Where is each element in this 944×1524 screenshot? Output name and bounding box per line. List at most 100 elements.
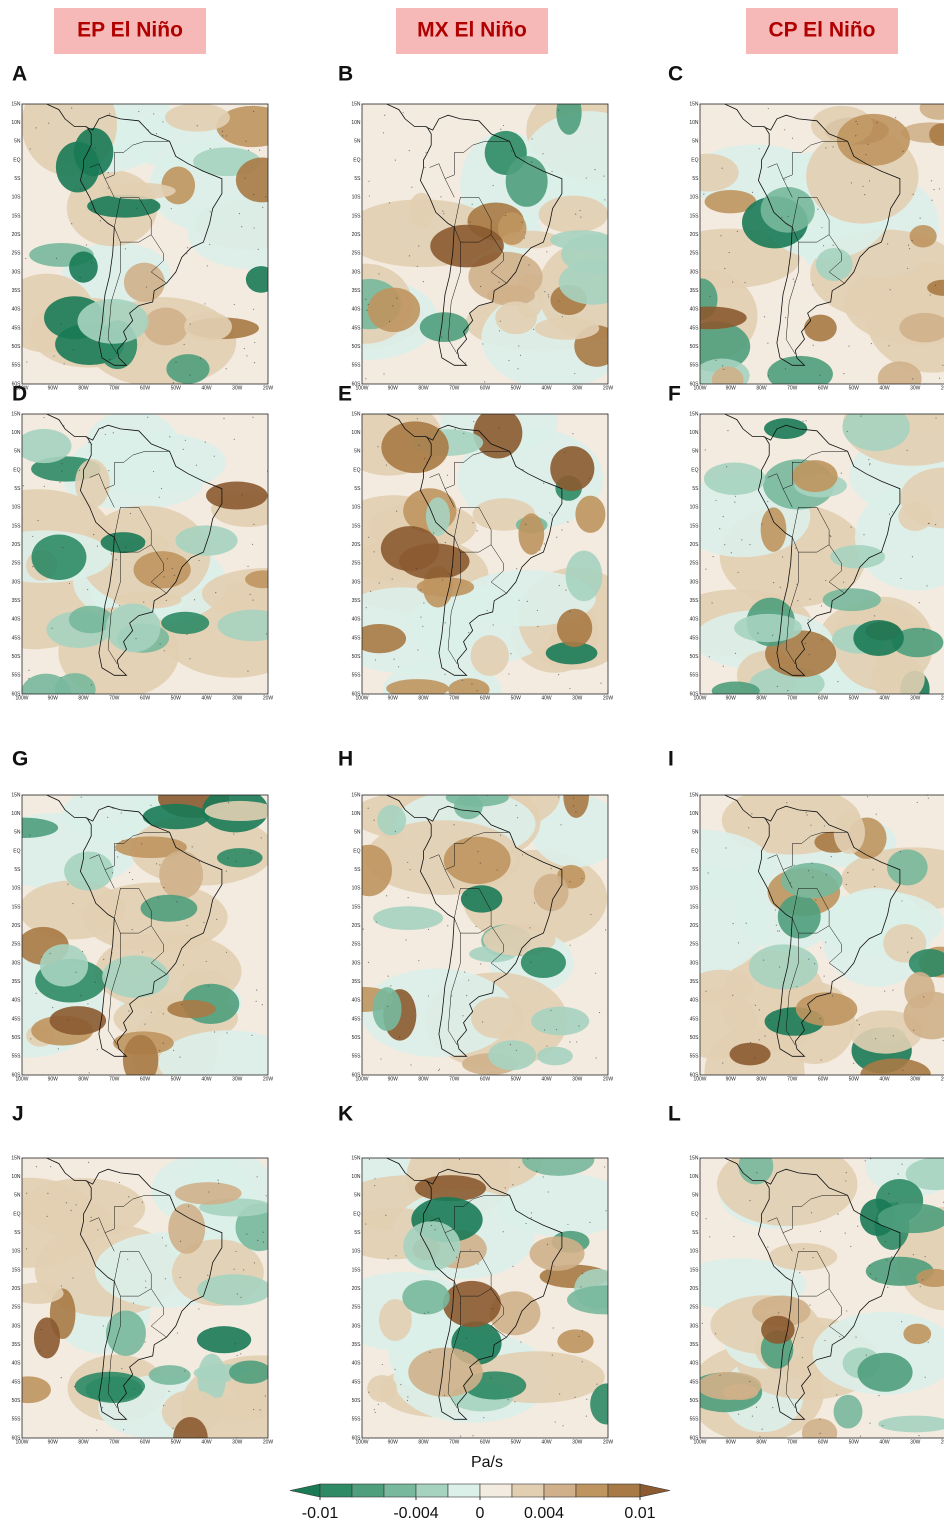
lat-label: 50S [690,344,700,350]
lat-label: 35S [690,1342,700,1348]
significance-dot [112,807,114,810]
lat-label: 10S [352,505,362,511]
lat-label: 35S [690,979,700,985]
significance-dot [869,1265,871,1267]
lat-label: 5N [692,139,699,145]
significance-dot [865,154,867,156]
lon-label: 30W [572,695,583,701]
lon-label: 60W [480,695,491,701]
significance-dot [600,682,602,684]
significance-dot [720,235,722,237]
significance-dot [55,257,58,259]
significance-dot [553,1265,555,1267]
significance-dot [71,107,73,109]
field-blob [877,1203,944,1234]
significance-dot [869,464,871,466]
significance-dot [585,363,587,365]
significance-dot [715,1333,717,1335]
lon-label: 90W [726,1076,737,1082]
lat-label: 10N [689,120,699,126]
significance-dot [732,281,734,283]
significance-dot [374,1178,376,1180]
border [444,832,510,870]
lon-label: 20W [603,385,614,391]
significance-dot [510,653,512,655]
significance-dot [476,530,478,532]
field-blob [761,1315,795,1344]
field-blob [22,428,72,464]
significance-dot [810,824,812,826]
significance-dot [559,1393,561,1395]
lon-label: 90W [388,1076,399,1082]
significance-dot [543,543,545,545]
lon-label: 30W [572,1439,583,1445]
significance-dot [469,1249,471,1251]
significance-dot [66,1019,69,1021]
lat-label: EQ [13,1211,20,1217]
field-blob [842,414,910,452]
lat-label: 10N [11,811,21,817]
significance-dot [912,1253,915,1256]
lat-label: 40S [690,1361,700,1367]
significance-dot [843,581,845,583]
field-blob [487,285,536,306]
field-blob [367,1375,398,1403]
field-blob [833,1394,863,1429]
lat-label: 45S [12,325,22,331]
lat-label: 50S [690,654,700,660]
significance-dot [807,870,810,872]
significance-dot [226,1032,228,1034]
colorbar-end [289,1483,321,1498]
significance-dot [70,1209,72,1212]
significance-dot [784,368,787,370]
significance-dot [728,251,730,254]
significance-dot [422,281,425,283]
significance-dot [492,184,494,187]
lon-label: 70W [787,385,798,391]
significance-dot [486,609,488,612]
lat-label: 10N [351,811,361,817]
significance-dot [162,121,164,123]
significance-dot [772,582,775,584]
lat-label: 40S [12,307,22,313]
panel-letter: A [12,63,27,86]
lon-label: 60W [140,1439,151,1445]
lat-label: 5N [692,449,699,455]
significance-dot [508,359,510,362]
significance-dot [755,1406,758,1408]
panel-letter: I [668,748,674,771]
field-blob [700,969,754,1005]
lon-label: 30W [910,1076,921,1082]
field-blob [700,321,751,372]
colorbar-box [319,1483,353,1498]
field-blob [198,1396,268,1422]
significance-dot [864,1160,866,1162]
significance-dot [251,1034,253,1037]
field-blob [69,251,98,283]
significance-dot [159,864,161,866]
significance-dot [103,958,105,961]
header-box [746,8,898,54]
significance-dot [875,813,877,815]
significance-dot [901,900,903,902]
significance-dot [778,1312,780,1314]
significance-dot [427,995,429,997]
significance-dot [732,923,734,925]
significance-dot [458,1158,461,1160]
lat-label: 60S [12,1072,22,1078]
border [828,234,845,284]
border [828,925,845,975]
field-blob [74,1371,146,1401]
field-blob [362,623,407,654]
field-blob [100,532,146,554]
significance-dot [418,245,420,247]
lat-label: 55S [352,363,362,369]
significance-dot [561,316,563,318]
significance-dot [207,1274,209,1276]
significance-dot [368,1158,371,1160]
significance-dot [560,824,562,826]
lon-label: 100W [693,695,706,701]
coastline [724,1158,901,1420]
lat-label: EQ [353,1211,360,1217]
significance-dot [383,373,385,375]
